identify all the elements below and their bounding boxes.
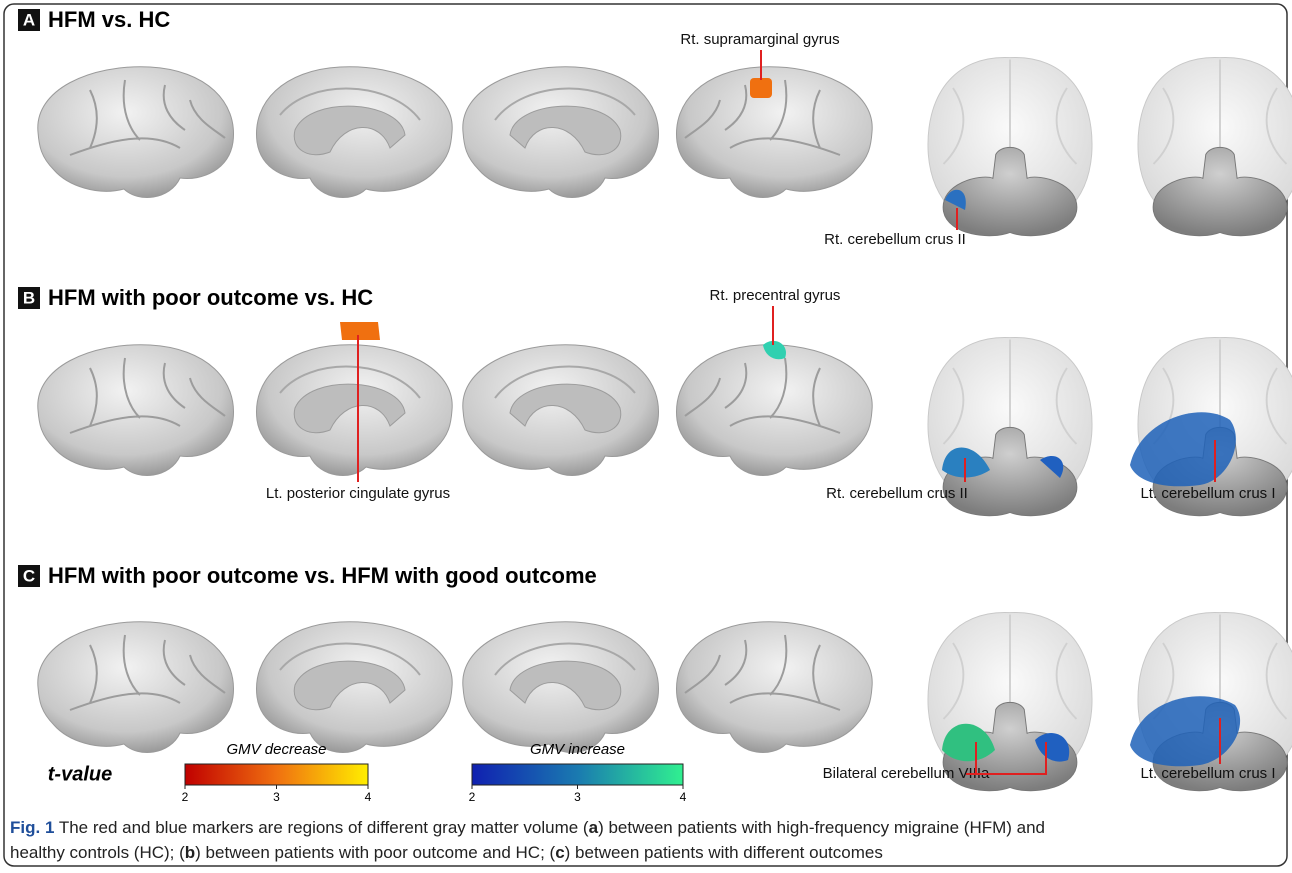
caption-text: healthy controls (HC); ( xyxy=(10,843,185,862)
caption: Fig. 1 The red and blue markers are regi… xyxy=(10,815,1045,865)
brain-medial xyxy=(256,67,452,198)
brain-lateral xyxy=(38,345,234,476)
brains-a xyxy=(38,57,1292,235)
colorbars: GMV decrease 2 3 4 GMV increase 2 3 4 xyxy=(182,741,687,804)
caption-text: ) between patients with different outcom… xyxy=(565,843,883,862)
caption-line: Fig. 1 The red and blue markers are regi… xyxy=(10,815,1045,840)
annotation: Lt. cerebellum crus I xyxy=(1140,765,1275,782)
colorbar-tick-label: 3 xyxy=(574,790,581,804)
colorbar-tick-label: 2 xyxy=(182,790,189,804)
brain-lateral xyxy=(38,622,234,753)
caption-text: a xyxy=(589,818,598,837)
annotation: Rt. precentral gyrus xyxy=(710,287,841,304)
caption-text: ) between patients with poor outcome and… xyxy=(195,843,555,862)
caption-text: b xyxy=(185,843,195,862)
legend-label: t-value xyxy=(48,763,112,785)
brain-lateral xyxy=(676,345,872,476)
cluster-decrease xyxy=(750,78,772,98)
panel-label: C xyxy=(23,566,35,585)
brain-medial xyxy=(256,345,452,476)
panel-label: A xyxy=(23,10,35,29)
panel-title: HFM vs. HC xyxy=(48,7,170,32)
annotation: Rt. cerebellum crus II xyxy=(824,231,966,248)
caption-text: The red and blue markers are regions of … xyxy=(54,818,588,837)
page: A HFM vs. HC B HFM with poor outcome vs. HC… xyxy=(0,0,1292,873)
caption-text: ) between patients with high-frequency m… xyxy=(598,818,1045,837)
annotation: Rt. cerebellum crus II xyxy=(826,485,968,502)
colorbar-tick-label: 3 xyxy=(273,790,280,804)
panel-title: HFM with poor outcome vs. HFM with good … xyxy=(48,563,597,588)
colorbar xyxy=(472,764,683,785)
caption-text: Fig. 1 xyxy=(10,818,54,837)
colorbar-tick-label: 2 xyxy=(469,790,476,804)
colorbar-tick-label: 4 xyxy=(680,790,687,804)
brain-medial xyxy=(463,345,659,476)
figure: A HFM vs. HC B HFM with poor outcome vs. HC… xyxy=(0,0,1292,873)
brain-lateral xyxy=(676,622,872,753)
colorbar-title: GMV decrease xyxy=(226,741,326,758)
brain-3d xyxy=(1138,57,1292,235)
brain-medial xyxy=(463,622,659,753)
brain-lateral xyxy=(676,67,872,198)
brains-b xyxy=(38,322,1292,516)
annotation: Lt. posterior cingulate gyrus xyxy=(266,485,450,502)
annotation: Rt. supramarginal gyrus xyxy=(680,31,839,48)
panel-title: HFM with poor outcome vs. HC xyxy=(48,285,373,310)
caption-text: c xyxy=(555,843,564,862)
brain-medial xyxy=(256,622,452,753)
colorbar xyxy=(185,764,368,785)
brain-medial xyxy=(463,67,659,198)
annotation: Lt. cerebellum crus I xyxy=(1140,485,1275,502)
brain-3d xyxy=(928,57,1092,235)
brain-lateral xyxy=(38,67,234,198)
cluster-decrease xyxy=(340,322,380,340)
colorbar-title: GMV increase xyxy=(530,741,625,758)
panel-label: B xyxy=(23,288,35,307)
colorbar-tick-label: 4 xyxy=(365,790,372,804)
annotation: Bilateral cerebellum VIIIa xyxy=(823,765,990,782)
caption-line: healthy controls (HC); (b) between patie… xyxy=(10,840,1045,865)
